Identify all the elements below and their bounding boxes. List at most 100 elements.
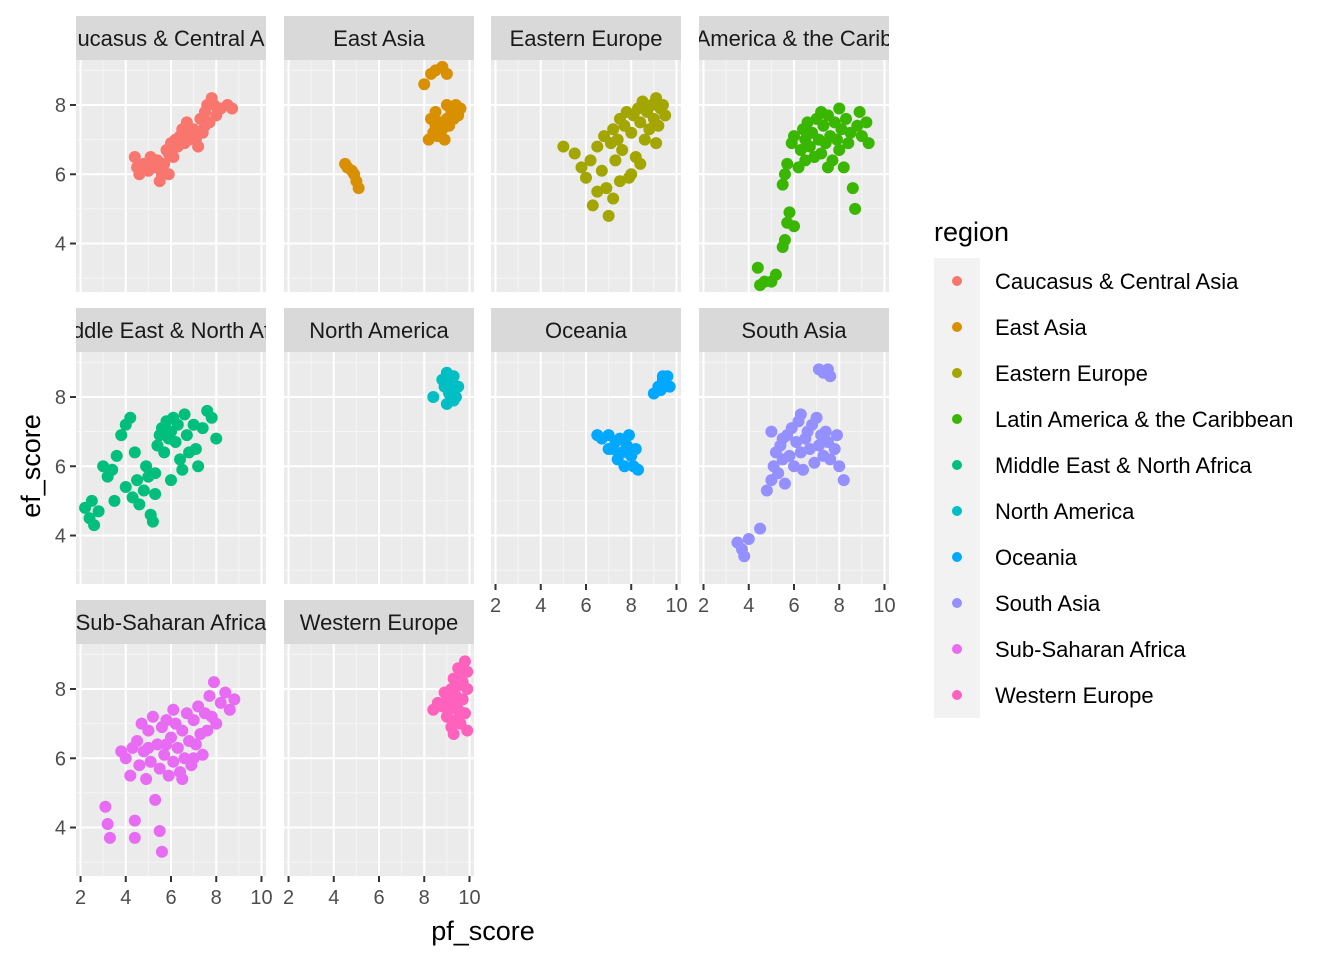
data-point (352, 182, 365, 195)
data-point (629, 442, 642, 455)
x-tick-label: 8 (626, 595, 637, 617)
data-point (207, 676, 220, 689)
facet-strip-label: Eastern Europe (510, 26, 663, 51)
facet-panel: America & the Carib (696, 16, 893, 292)
data-point (803, 442, 816, 455)
data-point (169, 436, 182, 449)
legend-label: Western Europe (995, 683, 1154, 708)
facet-strip (76, 600, 266, 644)
point-layer (427, 366, 465, 410)
x-tick-label: 2 (283, 887, 294, 909)
data-point (99, 800, 112, 813)
data-point (115, 429, 128, 442)
data-point (620, 439, 633, 452)
data-point (106, 463, 119, 476)
data-point (223, 703, 236, 716)
data-point (162, 147, 175, 160)
data-point (146, 515, 159, 528)
data-point (794, 144, 807, 157)
data-point (97, 460, 110, 473)
data-point (575, 161, 588, 174)
data-point (192, 140, 205, 153)
data-point (851, 119, 864, 132)
data-point (794, 446, 807, 459)
data-point (824, 370, 837, 383)
data-point (751, 261, 764, 274)
facet-panel: Western Europe 2 4 6 8 10 (283, 600, 481, 909)
legend-key (952, 690, 962, 700)
data-point (176, 463, 189, 476)
data-point (776, 432, 789, 445)
data-point (842, 137, 855, 150)
data-point (788, 220, 800, 233)
data-point (196, 748, 209, 761)
data-point (586, 199, 599, 212)
facet-panel: South Asia 2 4 6 8 10 (698, 308, 896, 617)
data-point (778, 477, 791, 490)
y-tick-label: 8 (55, 387, 66, 409)
x-tick-label: 8 (211, 887, 222, 909)
x-tick-label: 10 (458, 887, 480, 909)
data-point (128, 446, 141, 459)
data-point (461, 683, 474, 696)
data-point (650, 137, 663, 150)
data-point (158, 748, 171, 761)
data-point (176, 724, 189, 737)
facet-panel: Eastern Europe (491, 16, 681, 292)
data-point (810, 411, 823, 424)
data-point (769, 268, 782, 281)
x-tick-label: 8 (834, 595, 845, 617)
data-point (609, 154, 622, 167)
y-axis-title: ef_score (16, 414, 46, 518)
facet-strip (284, 600, 474, 644)
data-point (797, 463, 810, 476)
data-point (162, 168, 175, 181)
data-point (180, 116, 193, 129)
data-point (140, 773, 153, 786)
data-point (584, 154, 597, 167)
data-point (137, 484, 150, 497)
data-point (180, 429, 193, 442)
data-point (622, 429, 635, 442)
data-point (88, 519, 101, 532)
x-tick-label: 2 (698, 595, 709, 617)
data-point (659, 109, 672, 122)
data-point (772, 467, 785, 480)
y-tick-label: 8 (55, 95, 66, 117)
data-point (85, 494, 98, 507)
facet-strip (699, 16, 889, 60)
data-point (595, 164, 608, 177)
data-point (776, 178, 789, 191)
x-tick-label: 10 (250, 887, 272, 909)
data-point (656, 99, 669, 112)
facet-strip-label: America & the Carib (696, 26, 893, 51)
facet-panel: ucasus & Central A 4 6 8 (55, 16, 266, 292)
data-point (133, 168, 146, 181)
data-point (219, 686, 232, 699)
facet-panel: Oceania 2 4 6 8 10 (490, 308, 688, 617)
data-point (591, 185, 604, 198)
legend: region Caucasus & Central Asia East Asia Ea… (934, 217, 1293, 718)
data-point (447, 394, 460, 407)
data-point (754, 522, 767, 535)
data-point (171, 418, 184, 431)
facet-strip (699, 308, 889, 352)
data-point (133, 759, 146, 772)
data-point (198, 119, 211, 132)
data-point (103, 831, 116, 844)
data-point (133, 498, 146, 511)
data-point (158, 157, 171, 170)
data-point (160, 714, 173, 727)
data-point (92, 505, 105, 518)
data-point (634, 157, 647, 170)
data-point (557, 140, 570, 153)
legend-label: North America (995, 499, 1135, 524)
data-point (794, 408, 807, 421)
legend-label: Eastern Europe (995, 361, 1148, 386)
data-point (128, 150, 141, 163)
facet-strip (491, 16, 681, 60)
data-point (625, 168, 638, 181)
data-point (165, 474, 177, 487)
data-point (778, 234, 791, 247)
